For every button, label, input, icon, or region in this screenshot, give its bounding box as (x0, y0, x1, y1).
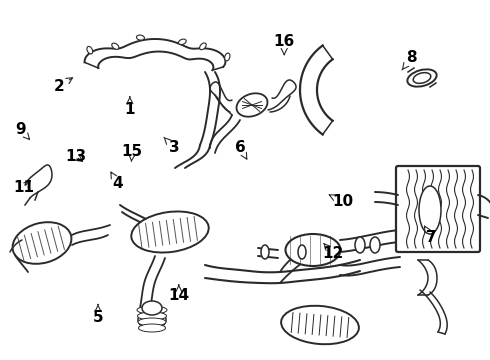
Text: 15: 15 (122, 144, 143, 162)
Text: 14: 14 (168, 285, 190, 303)
Text: 8: 8 (402, 50, 417, 70)
Ellipse shape (237, 93, 268, 117)
Ellipse shape (137, 306, 167, 314)
Ellipse shape (142, 301, 162, 315)
Text: 9: 9 (15, 122, 29, 139)
FancyBboxPatch shape (396, 166, 480, 252)
Ellipse shape (139, 324, 166, 332)
Ellipse shape (138, 318, 166, 326)
Ellipse shape (112, 43, 119, 49)
Ellipse shape (158, 229, 172, 240)
Ellipse shape (370, 237, 380, 253)
Ellipse shape (138, 312, 167, 320)
Text: 16: 16 (273, 34, 295, 55)
Text: 2: 2 (53, 78, 73, 94)
Ellipse shape (178, 39, 186, 45)
Ellipse shape (87, 46, 93, 54)
Text: 1: 1 (124, 97, 135, 117)
Ellipse shape (298, 245, 306, 259)
Ellipse shape (137, 35, 145, 40)
Ellipse shape (413, 73, 431, 84)
Ellipse shape (286, 234, 341, 266)
Ellipse shape (199, 43, 206, 50)
Ellipse shape (281, 306, 359, 344)
Text: 5: 5 (93, 305, 103, 325)
Text: 3: 3 (164, 137, 179, 155)
Text: 6: 6 (235, 140, 247, 159)
Ellipse shape (419, 186, 441, 234)
Text: 12: 12 (322, 243, 344, 261)
Ellipse shape (407, 69, 437, 87)
Text: 4: 4 (111, 172, 123, 191)
Ellipse shape (355, 237, 365, 253)
Text: 7: 7 (424, 226, 437, 245)
Text: 10: 10 (329, 194, 354, 209)
Ellipse shape (13, 222, 72, 264)
Ellipse shape (224, 53, 230, 61)
Text: 11: 11 (13, 180, 34, 195)
Ellipse shape (138, 311, 166, 329)
Text: 13: 13 (65, 149, 87, 164)
Ellipse shape (261, 245, 269, 259)
Ellipse shape (131, 211, 209, 252)
